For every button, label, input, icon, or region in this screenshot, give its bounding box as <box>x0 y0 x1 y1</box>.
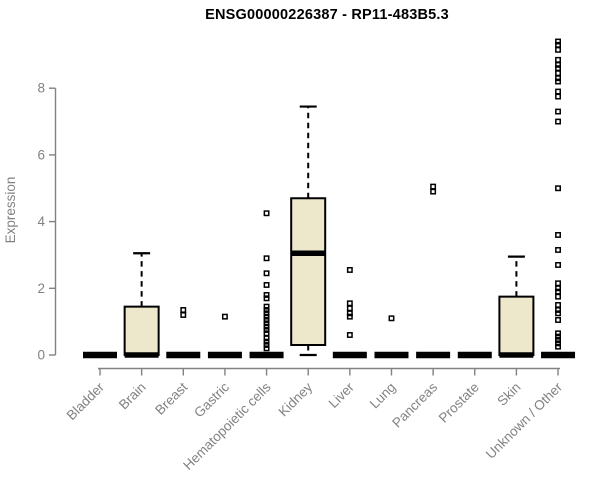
median-prostate <box>457 351 492 359</box>
x-tick-label-bladder: Bladder <box>64 379 108 423</box>
outlier-unknown-other <box>555 307 561 313</box>
outlier-unknown-other <box>555 185 561 192</box>
x-tick-label-kidney: Kidney <box>276 379 316 419</box>
outlier-hematopoietic-cells <box>263 320 270 327</box>
outlier-unknown-other <box>555 108 561 115</box>
x-tick-label-pancreas: Pancreas <box>389 379 440 430</box>
box-brain <box>123 305 160 356</box>
outlier-pancreas <box>430 183 437 190</box>
outlier-unknown-other <box>555 310 561 317</box>
outlier-unknown-other <box>555 246 561 253</box>
outlier-unknown-other <box>555 280 561 287</box>
median-lung <box>374 351 409 359</box>
x-tick-label-liver: Liver <box>326 379 358 411</box>
outlier-hematopoietic-cells <box>263 282 270 288</box>
outlier-unknown-other <box>555 118 561 125</box>
outlier-unknown-other <box>555 333 561 340</box>
outlier-breast <box>180 307 187 313</box>
y-tick-label: 6 <box>37 147 45 162</box>
outlier-liver <box>346 305 353 312</box>
outlier-hematopoietic-cells <box>263 338 270 345</box>
outlier-unknown-other <box>555 317 561 323</box>
median-bladder <box>83 351 117 359</box>
outlier-pancreas <box>430 188 437 195</box>
outlier-unknown-other <box>555 340 561 347</box>
outlier-unknown-other <box>555 88 561 95</box>
outlier-hematopoietic-cells <box>263 327 270 333</box>
outlier-unknown-other <box>555 93 561 100</box>
y-axis-label: Expression <box>3 177 18 244</box>
outlier-unknown-other <box>555 231 561 238</box>
outlier-hematopoietic-cells <box>263 307 270 313</box>
outlier-unknown-other <box>555 330 561 337</box>
x-tick-label-gastric: Gastric <box>191 379 232 420</box>
outlier-unknown-other <box>555 302 561 308</box>
median-hematopoietic-cells <box>249 351 284 359</box>
x-tick-label-lung: Lung <box>367 380 399 412</box>
outlier-unknown-other <box>555 337 561 343</box>
median-unknown-other <box>541 351 576 359</box>
y-tick-label: 8 <box>37 81 45 96</box>
outlier-hematopoietic-cells <box>263 292 270 298</box>
outlier-unknown-other <box>555 293 561 300</box>
chart-title: ENSG00000226387 - RP11-483B5.3 <box>205 7 449 23</box>
outlier-liver <box>346 332 353 338</box>
outlier-unknown-other <box>555 61 561 68</box>
outlier-unknown-other <box>555 70 561 77</box>
outlier-unknown-other <box>555 285 561 292</box>
outlier-hematopoietic-cells <box>263 342 270 348</box>
outlier-unknown-other <box>555 46 561 53</box>
box-kidney <box>290 197 327 346</box>
x-tick-label-brain: Brain <box>116 380 149 413</box>
outlier-unknown-other <box>555 343 561 350</box>
outlier-unknown-other <box>555 38 561 45</box>
outlier-unknown-other <box>555 288 561 295</box>
outlier-hematopoietic-cells <box>263 323 270 330</box>
outlier-unknown-other <box>555 65 561 72</box>
median-liver <box>332 351 367 359</box>
median-breast <box>166 351 201 359</box>
x-tick-label-unknown-other: Unknown / Other <box>483 379 566 462</box>
outlier-unknown-other <box>555 56 561 63</box>
outlier-unknown-other <box>555 41 561 48</box>
outlier-liver <box>346 300 353 307</box>
x-tick-label-breast: Breast <box>152 379 190 417</box>
y-tick-label: 4 <box>37 214 45 229</box>
outlier-unknown-other <box>555 78 561 85</box>
outlier-hematopoietic-cells <box>263 270 270 277</box>
y-tick-label: 2 <box>37 281 45 296</box>
outlier-hematopoietic-cells <box>263 317 270 323</box>
outlier-unknown-other <box>555 262 561 268</box>
outlier-hematopoietic-cells <box>263 303 270 310</box>
x-tick-label-prostate: Prostate <box>436 380 482 426</box>
outlier-lung <box>388 315 395 322</box>
outlier-liver <box>346 313 353 320</box>
outlier-gastric <box>221 313 228 320</box>
outlier-hematopoietic-cells <box>263 310 270 317</box>
outlier-hematopoietic-cells <box>263 335 270 342</box>
median-pancreas <box>416 351 451 359</box>
outlier-hematopoietic-cells <box>263 295 270 302</box>
outlier-liver <box>346 310 353 317</box>
median-gastric <box>207 351 242 359</box>
outlier-liver <box>346 267 353 273</box>
outlier-hematopoietic-cells <box>263 345 270 352</box>
outlier-breast <box>180 312 187 318</box>
outlier-unknown-other <box>555 75 561 82</box>
box-skin <box>498 295 535 357</box>
y-tick-label: 0 <box>37 348 45 363</box>
outlier-hematopoietic-cells <box>263 330 270 337</box>
outlier-hematopoietic-cells <box>263 255 270 262</box>
outlier-hematopoietic-cells <box>263 210 270 217</box>
x-tick-label-skin: Skin <box>494 380 523 409</box>
outlier-hematopoietic-cells <box>263 313 270 320</box>
